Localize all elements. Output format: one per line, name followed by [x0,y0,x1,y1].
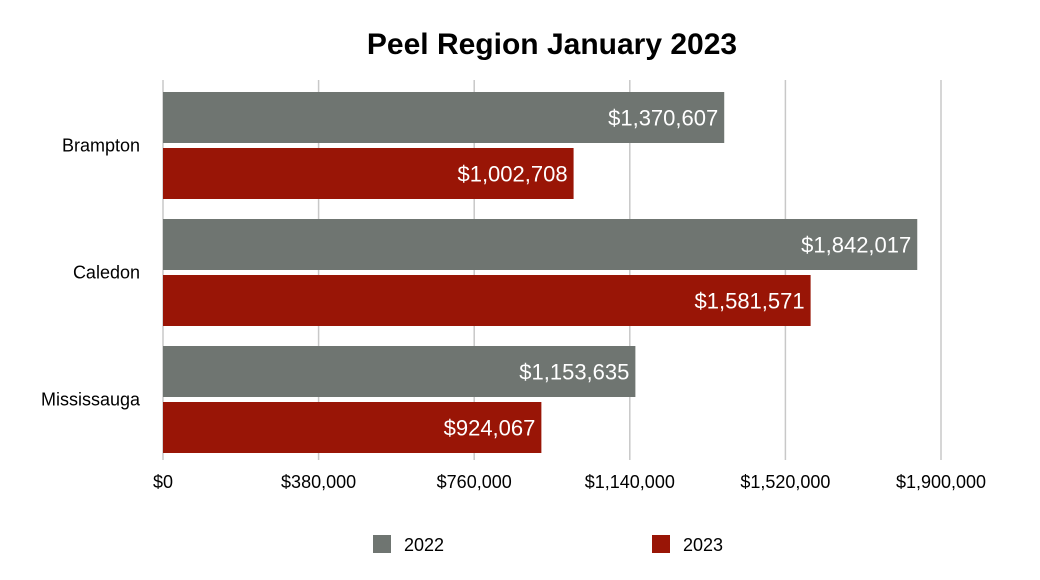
bar-brampton-2022 [163,92,725,143]
data-label-mississauga-2022: $1,153,635 [519,360,629,385]
bar-mississauga-2022 [163,346,636,397]
bar-caledon-2022 [163,219,918,270]
data-label-brampton-2022: $1,370,607 [608,106,718,131]
x-tick-label-1: $380,000 [281,472,356,492]
bar-mississauga-2023 [163,402,542,453]
chart-title: Peel Region January 2023 [367,28,737,61]
x-tick-label-3: $1,140,000 [585,472,675,492]
category-label-mississauga: Mississauga [41,390,141,410]
legend-label-2023: 2023 [683,535,723,555]
data-label-caledon-2023: $1,581,571 [695,289,805,314]
legend-swatch-2023 [652,535,670,553]
legend-swatch-2022 [373,535,391,553]
data-label-caledon-2022: $1,842,017 [801,233,911,258]
category-labels: Brampton Caledon Mississauga [41,136,141,410]
x-tick-label-4: $1,520,000 [740,472,830,492]
x-tick-label-5: $1,900,000 [896,472,986,492]
bar-caledon-2023 [163,275,811,326]
category-label-caledon: Caledon [73,263,140,283]
x-tick-label-2: $760,000 [437,472,512,492]
data-label-brampton-2023: $1,002,708 [457,162,567,187]
category-label-brampton: Brampton [62,136,140,156]
legend-label-2022: 2022 [404,535,444,555]
x-axis-tick-labels: $0 $380,000 $760,000 $1,140,000 $1,520,000 $1… [153,472,986,492]
x-tick-label-0: $0 [153,472,173,492]
bar-brampton-2023 [163,148,574,199]
data-label-mississauga-2023: $924,067 [444,416,536,441]
bars: $1,370,607 $1,002,708 $1,842,017 $1,581,571… [163,92,918,453]
legend: 2022 2023 [373,535,723,555]
